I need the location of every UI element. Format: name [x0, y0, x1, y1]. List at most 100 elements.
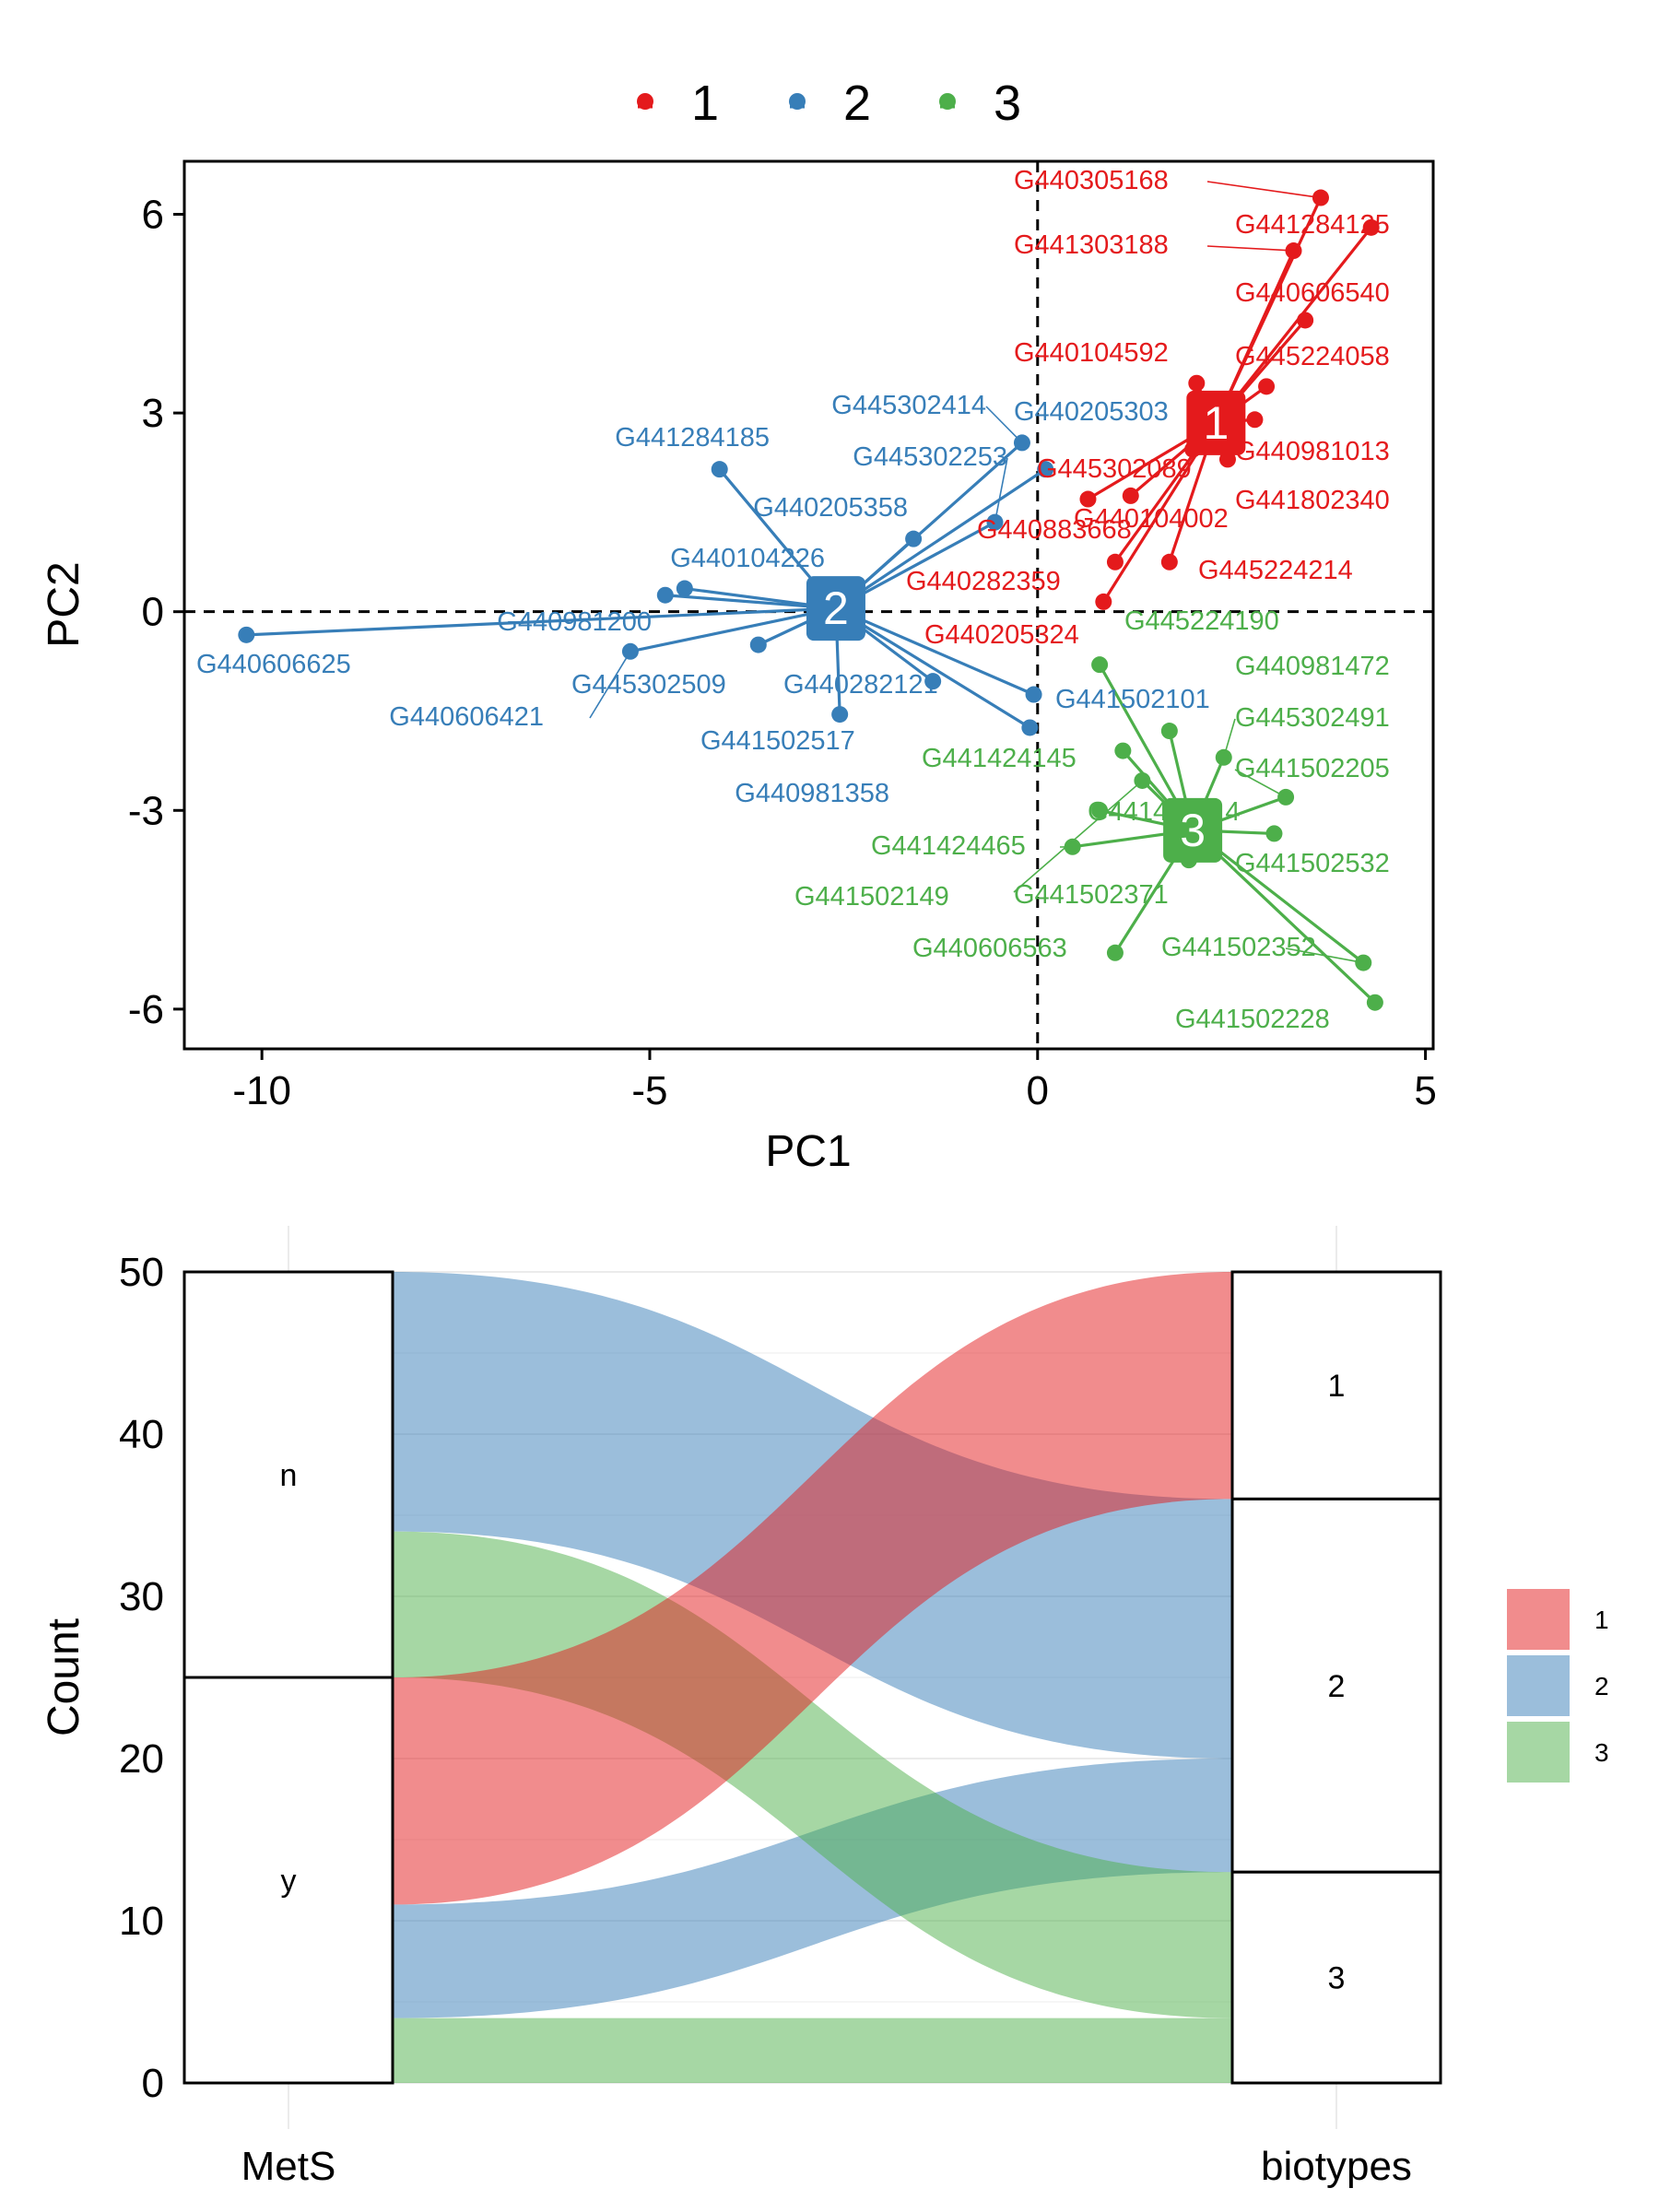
data-point	[1021, 719, 1039, 736]
x-tick-label: -5	[631, 1068, 667, 1113]
data-point	[1091, 656, 1109, 674]
point-label: G441502371	[1014, 880, 1169, 910]
centroid-marker	[1186, 390, 1246, 455]
data-point	[749, 636, 767, 653]
stratum-box	[1230, 1870, 1442, 2085]
cluster-segment	[246, 606, 837, 637]
cluster-segment	[835, 606, 1031, 729]
cluster-segment	[1192, 829, 1376, 1004]
label-leader-line	[1285, 947, 1364, 964]
x-axis-category-label: biotypes	[1261, 2144, 1412, 2189]
legend-label: 1	[1594, 1606, 1609, 1634]
point-label: G440883668	[977, 515, 1132, 545]
data-point	[1297, 312, 1314, 329]
data-point	[905, 530, 923, 547]
point-label: G440606421	[389, 702, 544, 732]
data-point	[1095, 593, 1112, 610]
point-label: G441502101	[1055, 685, 1210, 714]
x-tick-label: 5	[1414, 1068, 1436, 1113]
data-point	[238, 626, 255, 643]
data-point	[711, 461, 728, 478]
point-label: G440104592	[1014, 338, 1169, 368]
point-label: G440981358	[735, 779, 889, 808]
alluvial-flow	[393, 1759, 1232, 2018]
point-label: G441502228	[1175, 1005, 1330, 1034]
y-tick-label: 10	[119, 1899, 164, 1944]
data-point	[1079, 490, 1097, 508]
y-tick-label: 40	[119, 1412, 164, 1457]
cluster-segment	[1215, 226, 1372, 424]
point-label: G445224058	[1235, 342, 1390, 371]
stratum-box	[1230, 1270, 1442, 1500]
centroid-label: 1	[1203, 397, 1229, 449]
alluvial-flow	[393, 1272, 1232, 1905]
point-label: G441502205	[1235, 754, 1390, 783]
point-label: G445224214	[1198, 556, 1353, 585]
stratum-label: 3	[1328, 1961, 1346, 1996]
y-tick-label: 50	[119, 1250, 164, 1295]
data-point	[1122, 487, 1139, 504]
point-label: G440606625	[196, 650, 351, 679]
data-point	[676, 580, 693, 597]
y-tick-label: 3	[142, 391, 164, 436]
x-axis-category-label: MetS	[241, 2144, 336, 2189]
label-leader-line	[1206, 181, 1322, 199]
legend-label: 3	[994, 76, 1021, 131]
label-leader-line	[1206, 245, 1294, 252]
stratum-label: y	[281, 1864, 297, 1899]
legend-label: 2	[1594, 1672, 1609, 1700]
x-tick-label: -10	[232, 1068, 291, 1113]
point-label: G440981472	[1235, 652, 1390, 681]
point-label: G445302414	[831, 391, 986, 420]
alluvial-legend: 1 2 3	[1507, 1589, 1609, 1783]
y-tick-label: 0	[142, 590, 164, 635]
data-point	[1258, 378, 1276, 395]
point-label: G440205303	[1014, 397, 1169, 427]
point-label: G440606563	[912, 934, 1067, 963]
data-point	[924, 673, 942, 690]
y-tick-label: 20	[119, 1736, 164, 1782]
point-label: G441284185	[615, 423, 770, 453]
data-point	[1106, 553, 1124, 571]
point-label: G441502517	[700, 726, 855, 756]
pca-point-labels: G440305168 G441284125 G441303188 G440606540…	[196, 166, 1390, 1034]
alluvial-y-axis-title: Count	[40, 1618, 88, 1736]
data-point	[1106, 944, 1124, 961]
label-leader-line	[985, 406, 1023, 443]
point-label: G445302089	[1037, 454, 1192, 484]
stratum-box	[1230, 1497, 1442, 1874]
centroid-marker	[1163, 797, 1223, 863]
stratum-box	[182, 1270, 394, 1679]
point-label: G440282121	[783, 670, 938, 700]
data-point	[1362, 218, 1380, 236]
x-tick-label: 0	[1027, 1068, 1049, 1113]
legend-label: 2	[843, 76, 871, 131]
legend-key	[1507, 1589, 1570, 1650]
pca-legend: 1 2 3	[637, 76, 1021, 131]
centroid-marker	[806, 576, 865, 641]
y-tick-label: 0	[142, 2061, 164, 2106]
point-label: G441502352	[1161, 933, 1316, 962]
point-label: G441502532	[1235, 849, 1390, 878]
stratum-label: n	[280, 1458, 298, 1493]
cluster-segment	[835, 467, 1047, 610]
pca-x-axis-title: PC1	[765, 1127, 851, 1176]
alluvial-axes: 0 10 20 30 40 50 MetS biotypes	[119, 1250, 1412, 2189]
point-label: G440104226	[670, 544, 825, 573]
label-leader-line	[1222, 718, 1236, 759]
legend-label: 1	[691, 76, 719, 131]
point-label: G445302491	[1235, 703, 1390, 733]
cluster-segment	[629, 606, 837, 653]
point-label: G440205358	[753, 493, 908, 523]
alluvial-flows	[393, 1272, 1232, 2083]
data-point	[1037, 461, 1054, 478]
pca-cluster-segments	[246, 196, 1376, 1004]
y-tick-label: -3	[128, 788, 164, 833]
label-leader-line	[589, 651, 631, 719]
cluster-segment	[835, 606, 1035, 696]
pca-y-axis-title: PC2	[40, 561, 88, 647]
data-point	[1218, 451, 1236, 468]
legend-key	[1507, 1722, 1570, 1783]
label-leader-line	[1234, 769, 1287, 798]
